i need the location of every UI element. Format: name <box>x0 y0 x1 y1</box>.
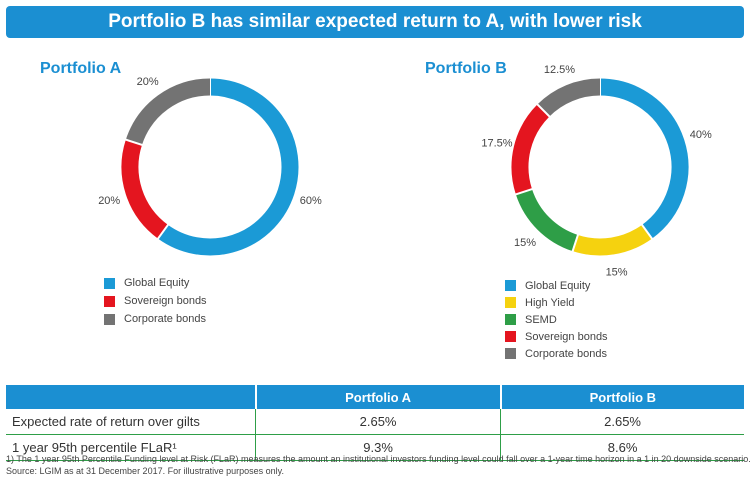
legend-item-high-yield: High Yield <box>505 294 608 311</box>
slice-separator <box>124 138 144 147</box>
footnote-source: Source: LGIM as at 31 December 2017. For… <box>6 466 284 476</box>
slice-label-semd: 15% <box>514 237 536 249</box>
legend-label: Sovereign bonds <box>525 330 608 343</box>
table-header-portfolio-a: Portfolio A <box>254 385 501 409</box>
legend-label: Global Equity <box>124 277 190 289</box>
donut-slice-semd <box>515 188 579 252</box>
donut-slice-sovereign-bonds <box>121 139 169 239</box>
table-row-flar: 1 year 95th percentile FLaR¹ 9.3% 8.6% <box>6 434 744 461</box>
table-row-expected-return: Expected rate of return over gilts 2.65%… <box>6 409 744 435</box>
legend-item-global-equity: Global Equity <box>505 277 608 294</box>
legend-label: Sovereign bonds <box>124 295 207 307</box>
donut-slice-corporate-bonds <box>537 78 601 117</box>
legend-label: Global Equity <box>525 279 591 292</box>
donut-slice-corporate-bonds <box>125 78 211 146</box>
table-header-row: Portfolio A Portfolio B <box>6 385 744 409</box>
donut-slice-global-equity <box>157 78 299 256</box>
slice-label-sovereign-bonds: 17.5% <box>481 137 512 149</box>
legend-swatch <box>104 313 115 325</box>
footnote-flar: 1) The 1 year 95th Percentile Funding le… <box>6 454 750 464</box>
legend-item-corporate-bonds: Corporate bonds <box>104 310 207 328</box>
slice-label-global-equity: 40% <box>690 129 712 141</box>
portfolio-b-value: 2.65% <box>500 409 744 435</box>
legend-item-global-equity: Global Equity <box>104 274 207 292</box>
row-label: 1 year 95th percentile FLaR¹ <box>6 434 256 461</box>
slice-separator <box>156 223 170 240</box>
slice-label-global-equity: 60% <box>300 195 322 207</box>
donut-slice-global-equity <box>599 78 689 239</box>
legend-item-semd: SEMD <box>505 311 608 328</box>
legend-swatch <box>505 280 516 291</box>
legend-swatch <box>505 348 516 359</box>
portfolio-a-legend: Global Equity Sovereign bonds Corporate … <box>104 274 207 328</box>
legend-item-sovereign-bonds: Sovereign bonds <box>104 292 207 310</box>
legend-swatch <box>104 295 115 307</box>
legend-swatch <box>505 297 516 308</box>
slice-separator <box>640 223 654 240</box>
slice-label-high-yield: 15% <box>606 267 628 279</box>
legend-swatch <box>505 314 516 325</box>
portfolio-a-value: 2.65% <box>254 409 501 435</box>
slice-label-sovereign-bonds: 20% <box>98 195 120 207</box>
portfolio-b-legend: Global Equity High Yield SEMD Sovereign … <box>505 277 608 362</box>
slice-separator <box>571 233 580 253</box>
portfolio-b-title: Portfolio B <box>425 60 507 77</box>
slice-separator <box>514 187 534 196</box>
slice-separator <box>536 103 551 118</box>
legend-item-sovereign-bonds: Sovereign bonds <box>505 328 608 345</box>
comparison-table: Portfolio A Portfolio B Expected rate of… <box>6 385 744 461</box>
row-label: Expected rate of return over gilts <box>6 409 256 435</box>
table-header-portfolio-b: Portfolio B <box>499 385 744 409</box>
legend-item-corporate-bonds: Corporate bonds <box>505 345 608 362</box>
portfolio-b-value: 8.6% <box>500 434 744 461</box>
legend-label: Corporate bonds <box>525 347 607 360</box>
page-title: Portfolio B has similar expected return … <box>6 6 744 38</box>
legend-label: High Yield <box>525 296 575 309</box>
portfolio-a-donut-chart: 60% 20% 20% <box>98 76 322 256</box>
slice-label-corporate-bonds: 20% <box>137 76 159 88</box>
legend-label: SEMD <box>525 313 557 326</box>
table-header-blank <box>6 385 256 409</box>
portfolio-a-title: Portfolio A <box>40 60 122 77</box>
portfolio-a-value: 9.3% <box>254 434 501 461</box>
portfolio-b-donut-chart: 40% 15% 15% 17.5% 12.5% <box>481 64 712 279</box>
legend-swatch <box>505 331 516 342</box>
legend-label: Corporate bonds <box>124 313 206 325</box>
donut-slice-high-yield <box>572 224 653 256</box>
slice-label-corporate-bonds: 12.5% <box>544 64 575 76</box>
donut-slice-sovereign-bonds <box>511 104 550 195</box>
legend-swatch <box>104 277 115 289</box>
